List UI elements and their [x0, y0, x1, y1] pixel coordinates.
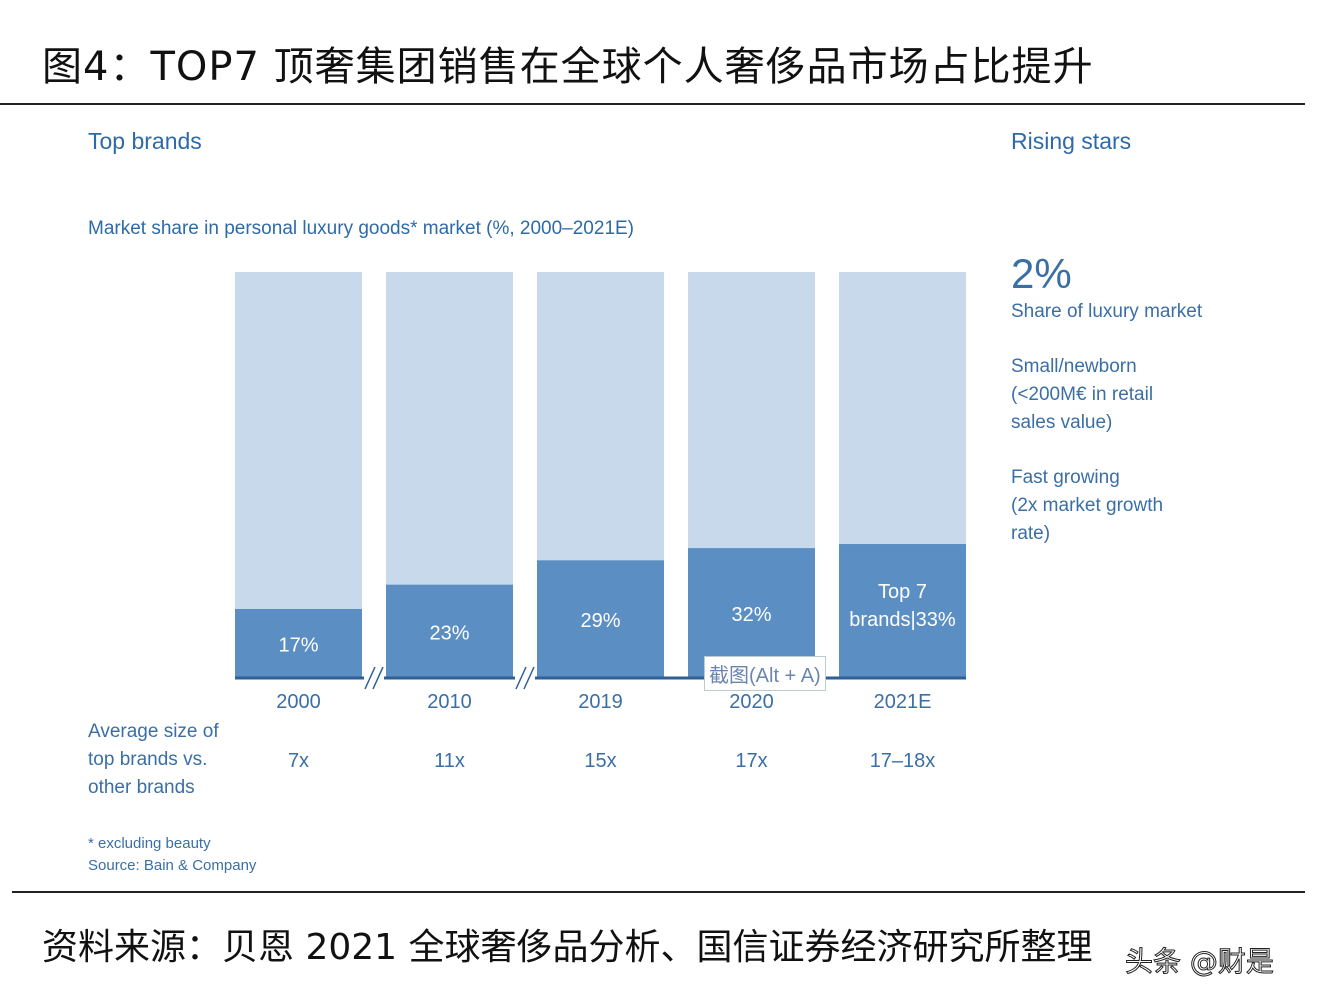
data-label: 23%	[429, 622, 469, 644]
avg-line: other brands	[88, 777, 195, 798]
chart-title: Market share in personal luxury goods* m…	[88, 218, 635, 239]
x-tick-label: 2020	[729, 691, 774, 713]
axis-break-icon	[515, 666, 527, 690]
rising-share-value: 2%	[1011, 250, 1072, 297]
axis-break-gap	[364, 674, 384, 682]
screenshot-tooltip: 截图(Alt + A)	[704, 656, 826, 691]
bar-top7	[386, 584, 513, 678]
rising-share-label: Share of luxury market	[1011, 301, 1203, 322]
avg-size-value: 7x	[288, 750, 309, 772]
watermark: 头条 @财是	[1125, 945, 1275, 979]
x-tick-label: 2019	[578, 691, 623, 713]
bar-top7	[537, 560, 664, 678]
divider-top	[0, 103, 1305, 105]
rising-stars-header: Rising stars	[1011, 128, 1132, 154]
bar-rest	[386, 272, 513, 585]
point-line: (<200M€ in retail	[1011, 384, 1154, 405]
source-footer: 资料来源：贝恩 2021 全球奢侈品分析、国信证券经济研究所整理	[42, 927, 1093, 968]
top-brands-header: Top brands	[88, 128, 202, 154]
axis-break-icon	[364, 666, 376, 690]
avg-size-label: Average size of top brands vs. other bra…	[88, 718, 219, 802]
data-label-2021e: Top 7 brands|33%	[849, 581, 956, 631]
rising-point-1: Small/newborn (<200M€ in retail sales va…	[1011, 353, 1153, 437]
avg-size-value: 17x	[735, 750, 767, 772]
x-tick-label: 2021E	[874, 691, 932, 713]
bar-rest	[839, 272, 966, 545]
point-line: sales value)	[1011, 412, 1113, 433]
avg-line: top brands vs.	[88, 749, 208, 770]
avg-line: Average size of	[88, 721, 219, 742]
bar-rest	[235, 272, 362, 609]
rising-point-2: Fast growing (2x market growth rate)	[1011, 464, 1163, 548]
axis-break-icon	[523, 666, 535, 690]
axis-break-gap	[515, 674, 535, 682]
bar-top7	[235, 608, 362, 678]
divider-bottom	[12, 891, 1305, 893]
point-line: (2x market growth	[1011, 495, 1164, 516]
x-tick-label: 2010	[427, 691, 472, 713]
point-line: rate)	[1011, 523, 1051, 544]
point-line: Small/newborn	[1011, 356, 1137, 377]
data-label: 32%	[731, 604, 771, 626]
bar-rest	[537, 272, 664, 561]
data-label: 29%	[580, 610, 620, 632]
x-tick-label: 2000	[276, 691, 321, 713]
avg-size-value: 11x	[434, 750, 465, 772]
axis-break-icon	[372, 666, 384, 690]
data-label: 17%	[278, 634, 318, 656]
figure-title: 图4：TOP7 顶奢集团销售在全球个人奢侈品市场占比提升	[42, 44, 1094, 90]
footnote: * excluding beauty	[88, 835, 211, 852]
source-note: Source: Bain & Company	[88, 857, 257, 874]
bar-top7	[839, 544, 966, 678]
avg-size-value: 15x	[584, 750, 616, 772]
avg-size-value: 17–18x	[870, 750, 936, 772]
bar-rest	[688, 272, 815, 549]
point-line: Fast growing	[1011, 467, 1120, 488]
